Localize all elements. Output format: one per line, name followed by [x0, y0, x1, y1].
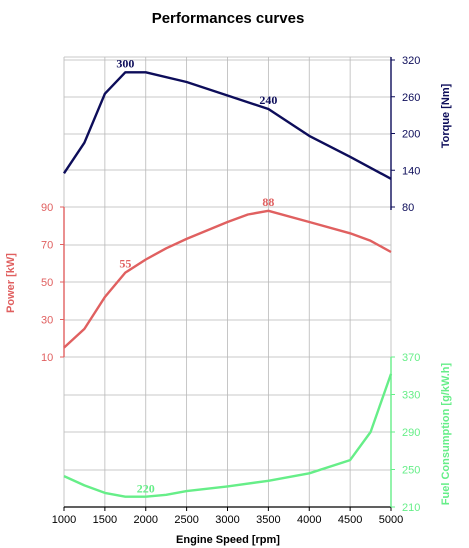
fuel-axis-label: Fuel Consumption [g/kW.h] — [440, 362, 452, 505]
y-tick-label: 30 — [41, 315, 53, 327]
x-tick-label: 5000 — [379, 514, 403, 526]
series-lines — [63, 71, 393, 498]
x-tick-label: 1000 — [52, 514, 76, 526]
chart-title: Performances curves — [152, 10, 305, 27]
y-tick-label: 260 — [402, 92, 420, 104]
x-tick-label: 4500 — [338, 514, 362, 526]
data-label: 240 — [259, 93, 277, 107]
x-tick-label: 4000 — [297, 514, 321, 526]
y-tick-label: 290 — [402, 427, 420, 439]
x-axis-label: Engine Speed [rpm] — [176, 534, 280, 546]
axis-ticks: 1000 1500 2000 2500 3000 3500 4000 4500 5000 80 14… — [41, 55, 420, 526]
series-line — [63, 71, 392, 180]
y-tick-label: 320 — [402, 55, 420, 67]
torque-axis-label: Torque [Nm] — [440, 83, 452, 148]
x-tick-label: 3000 — [215, 514, 239, 526]
power-axis-label: Power [kW] — [5, 253, 17, 313]
series-line — [63, 209, 392, 349]
y-tick-label: 330 — [402, 390, 420, 402]
data-label: 220 — [137, 482, 155, 496]
x-tick-label: 2500 — [174, 514, 198, 526]
y-tick-label: 90 — [41, 202, 53, 214]
x-tick-label: 1500 — [93, 514, 117, 526]
y-tick-label: 210 — [402, 502, 420, 514]
y-tick-label: 250 — [402, 465, 420, 477]
data-label: 300 — [116, 56, 134, 70]
y-tick-label: 370 — [402, 352, 420, 364]
series-line — [63, 373, 393, 498]
x-tick-label: 3500 — [256, 514, 280, 526]
y-tick-label: 50 — [41, 277, 53, 289]
y-tick-label: 80 — [402, 202, 414, 214]
gridlines — [60, 56, 395, 511]
x-tick-label: 2000 — [134, 514, 158, 526]
y-tick-label: 200 — [402, 129, 420, 141]
y-tick-label: 10 — [41, 352, 53, 364]
data-label: 88 — [262, 195, 274, 209]
y-tick-label: 140 — [402, 165, 420, 177]
data-label: 55 — [119, 257, 131, 271]
y-tick-label: 70 — [41, 240, 53, 252]
data-labels: 300 240 55 88 220 — [116, 56, 277, 495]
